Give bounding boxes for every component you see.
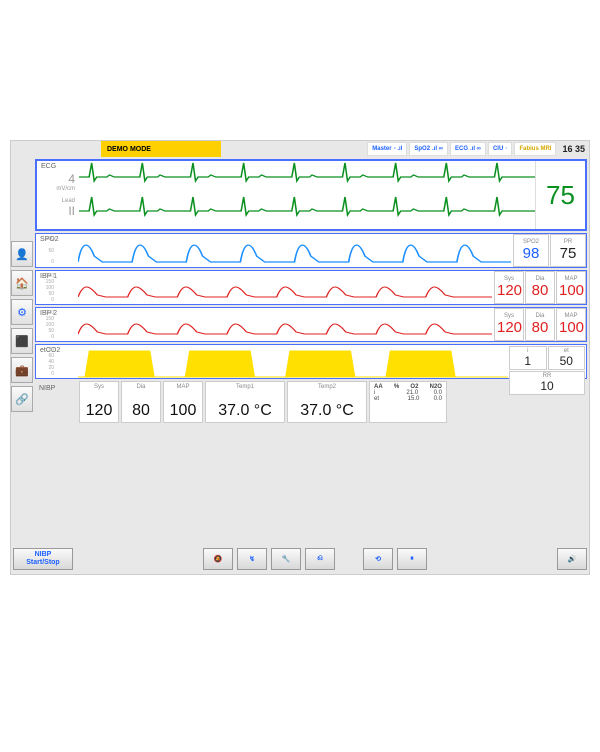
etco2-readouts: i1 et50 RR10	[508, 345, 586, 378]
main-panels: ECG 4 mV/cm Lead II 75 SPO2 100500	[35, 159, 587, 425]
spo2-panel[interactable]: SPO2 100500 SPO298 PR75	[35, 233, 587, 268]
sidebar-case-icon[interactable]: 💼	[11, 357, 33, 383]
sidebar-patient-icon[interactable]: 👤	[11, 241, 33, 267]
clock: 16 35	[558, 144, 589, 154]
sidebar-bed-icon[interactable]: ⬛	[11, 328, 33, 354]
pause-icon[interactable]: ⏸	[397, 548, 427, 570]
alarm-limits-icon[interactable]: ↯	[237, 548, 267, 570]
spo2-label: SPO2 100500	[36, 234, 78, 267]
status-items: Master ▫ .ıl SpO2 .ıl ∞ ECG .ıl ∞ CIU ◦ …	[367, 142, 556, 156]
sidebar: 👤 🏠 ⚙ ⬛ 💼 🔗	[11, 241, 33, 412]
ecg-panel[interactable]: ECG 4 mV/cm Lead II 75	[35, 159, 587, 231]
etco2-waveform	[78, 345, 508, 378]
sidebar-settings-icon[interactable]: ⚙	[11, 299, 33, 325]
status-spo2[interactable]: SpO2 .ıl ∞	[409, 142, 448, 156]
nibp-panel: NIBP Sys120 Dia80 MAP100 Temp137.0 °C Te…	[35, 381, 587, 423]
tools-icon[interactable]: 🔧	[271, 548, 301, 570]
hr-value: 75	[535, 161, 585, 229]
nibp-sys: Sys120	[79, 381, 119, 423]
etco2-label: etCO2 806040200	[36, 345, 78, 378]
spo2-waveform	[78, 234, 511, 267]
bottombar: NIBP Start/Stop 🔕 ↯ 🔧 ⎌ ⟲ ⏸ 🔊	[13, 548, 587, 570]
ibp1-waveform	[78, 271, 492, 304]
etco2-panel[interactable]: etCO2 806040200 i1 et50 RR10	[35, 344, 587, 379]
alarm-silence-icon[interactable]: 🔕	[203, 548, 233, 570]
status-fabius[interactable]: Fabius MRI	[514, 142, 556, 156]
demo-mode-badge: DEMO MODE	[101, 141, 221, 157]
nibp-dia: Dia80	[121, 381, 161, 423]
sidebar-link-icon[interactable]: 🔗	[11, 386, 33, 412]
topbar: DEMO MODE Master ▫ .ıl SpO2 .ıl ∞ ECG .ı…	[11, 141, 589, 157]
refresh-icon[interactable]: ⟲	[363, 548, 393, 570]
temp1: Temp137.0 °C	[205, 381, 285, 423]
pr-value: 75	[553, 245, 583, 262]
nibp-map: MAP100	[163, 381, 203, 423]
sound-icon[interactable]: 🔊	[557, 548, 587, 570]
ecg-label: ECG 4 mV/cm Lead II	[37, 161, 79, 229]
sidebar-home-icon[interactable]: 🏠	[11, 270, 33, 296]
status-ciu[interactable]: CIU ◦	[488, 142, 512, 156]
ibp2-readouts: Sys120 Dia80 MAP100	[494, 308, 586, 341]
temp2: Temp237.0 °C	[287, 381, 367, 423]
aa-box: AA%O2N2O i21.00.0 et15.00.0	[369, 381, 447, 423]
status-ecg[interactable]: ECG .ıl ∞	[450, 142, 486, 156]
ibp1-label: IBP 1 200150100500	[36, 271, 78, 304]
nibp-startstop-button[interactable]: NIBP Start/Stop	[13, 548, 73, 570]
ibp1-readouts: Sys120 Dia80 MAP100	[494, 271, 586, 304]
monitor-screen: DEMO MODE Master ▫ .ıl SpO2 .ıl ∞ ECG .ı…	[10, 140, 590, 575]
spo2-readouts: SPO298 PR75	[513, 234, 586, 267]
ibp2-panel[interactable]: IBP 2 200150100500 Sys120 Dia80 MAP100	[35, 307, 587, 342]
trend-icon[interactable]: ⎌	[305, 548, 335, 570]
ibp2-waveform	[78, 308, 492, 341]
nibp-title: NIBP	[35, 381, 77, 423]
status-master[interactable]: Master ▫ .ıl	[367, 142, 407, 156]
ibp1-panel[interactable]: IBP 1 200150100500 Sys120 Dia80 MAP100	[35, 270, 587, 305]
ibp2-label: IBP 2 200150100500	[36, 308, 78, 341]
spo2-value: 98	[516, 245, 546, 262]
ecg-waveform	[79, 161, 535, 229]
